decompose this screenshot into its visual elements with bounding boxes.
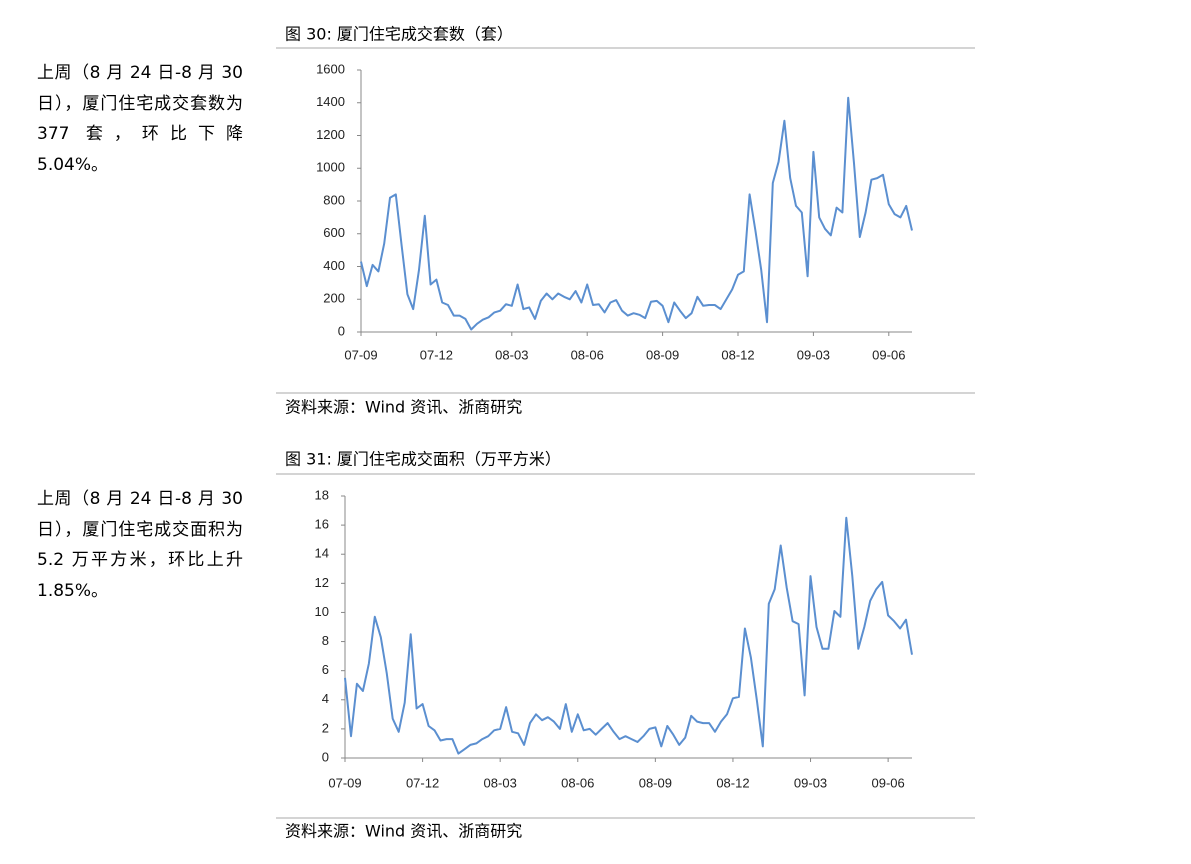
y-tick-label: 14: [315, 546, 329, 561]
y-tick-label: 1400: [316, 94, 345, 109]
y-tick-label: 2: [322, 720, 329, 735]
x-tick-label: 07-12: [420, 347, 453, 362]
y-tick-label: 200: [323, 291, 345, 306]
summary-text: 上周（8 月 24 日-8 月 30 日），厦门住宅成交套数为 377 套，环比…: [37, 63, 243, 175]
source-note: 资料来源：Wind 资讯、浙商研究: [285, 822, 522, 841]
x-tick-label: 09-06: [872, 775, 905, 790]
y-tick-label: 1000: [316, 160, 345, 175]
summary-text: 上周（8 月 24 日-8 月 30 日），厦门住宅成交面积为 5.2 万平方米…: [37, 489, 243, 601]
x-tick-label: 08-03: [484, 775, 517, 790]
y-tick-label: 600: [323, 225, 345, 240]
y-tick-label: 0: [322, 749, 329, 764]
chart-title: 图 30: 厦门住宅成交套数（套）: [285, 25, 513, 44]
x-tick-label: 07-09: [328, 775, 361, 790]
x-tick-label: 07-12: [406, 775, 439, 790]
chart-title: 图 31: 厦门住宅成交面积（万平方米）: [285, 450, 561, 469]
y-tick-label: 1600: [316, 61, 345, 76]
y-tick-label: 400: [323, 258, 345, 273]
x-tick-label: 09-03: [797, 347, 830, 362]
x-tick-label: 07-09: [344, 347, 377, 362]
y-tick-label: 18: [315, 487, 329, 502]
source-note: 资料来源：Wind 资讯、浙商研究: [285, 398, 522, 417]
x-tick-label: 08-12: [716, 775, 749, 790]
x-tick-label: 08-06: [571, 347, 604, 362]
y-tick-label: 800: [323, 192, 345, 207]
y-tick-label: 12: [315, 575, 329, 590]
y-tick-label: 1200: [316, 127, 345, 142]
x-tick-label: 08-03: [495, 347, 528, 362]
y-tick-label: 10: [315, 604, 329, 619]
y-tick-label: 0: [338, 323, 345, 338]
y-tick-label: 6: [322, 662, 329, 677]
data-line: [360, 96, 913, 331]
x-tick-label: 09-06: [872, 347, 905, 362]
y-tick-label: 8: [322, 633, 329, 648]
x-tick-label: 08-09: [646, 347, 679, 362]
y-tick-label: 4: [322, 691, 329, 706]
x-tick-label: 08-06: [561, 775, 594, 790]
x-tick-label: 09-03: [794, 775, 827, 790]
y-tick-label: 16: [315, 517, 329, 532]
x-tick-label: 08-09: [639, 775, 672, 790]
data-line: [344, 516, 913, 755]
x-tick-label: 08-12: [721, 347, 754, 362]
